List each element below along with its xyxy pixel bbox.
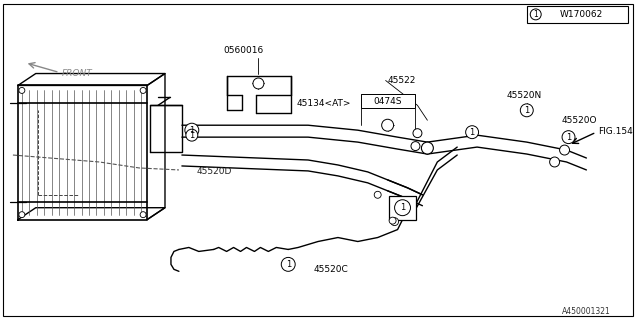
- Text: 0560016: 0560016: [223, 46, 264, 55]
- Circle shape: [550, 157, 559, 167]
- Circle shape: [531, 9, 541, 20]
- Text: FIG.154: FIG.154: [598, 127, 633, 136]
- Text: A450001321: A450001321: [562, 307, 611, 316]
- Text: 45520N: 45520N: [507, 91, 542, 100]
- Circle shape: [413, 129, 422, 138]
- Circle shape: [520, 104, 533, 117]
- Text: 45520O: 45520O: [561, 116, 597, 125]
- Circle shape: [381, 119, 394, 131]
- Text: 45520C: 45520C: [313, 265, 348, 274]
- Text: 45522: 45522: [388, 76, 416, 85]
- Circle shape: [466, 126, 479, 139]
- Text: 1: 1: [533, 10, 538, 19]
- Circle shape: [140, 212, 146, 218]
- Text: 45134<AT>: 45134<AT>: [296, 99, 351, 108]
- Circle shape: [390, 218, 399, 226]
- Circle shape: [281, 257, 295, 271]
- Circle shape: [374, 191, 381, 198]
- Text: 1: 1: [524, 106, 529, 115]
- Text: 0474S: 0474S: [373, 97, 402, 106]
- Circle shape: [19, 87, 25, 93]
- Circle shape: [411, 142, 420, 150]
- Text: 1: 1: [470, 128, 475, 137]
- Text: 1: 1: [189, 131, 195, 140]
- Bar: [361, 94, 415, 108]
- Bar: [388, 196, 417, 220]
- Text: W170062: W170062: [559, 10, 603, 19]
- Text: 1: 1: [285, 260, 291, 269]
- Circle shape: [186, 129, 198, 141]
- Text: 1: 1: [566, 132, 571, 142]
- Text: 1: 1: [400, 203, 405, 212]
- Circle shape: [185, 123, 199, 137]
- Circle shape: [421, 142, 433, 154]
- Text: 1: 1: [189, 126, 195, 135]
- Bar: [527, 6, 628, 23]
- Circle shape: [562, 131, 575, 144]
- Text: FRONT: FRONT: [61, 69, 92, 78]
- Text: 45520D: 45520D: [196, 167, 232, 176]
- Circle shape: [395, 200, 410, 216]
- Circle shape: [253, 78, 264, 89]
- Circle shape: [389, 217, 396, 224]
- Circle shape: [140, 87, 146, 93]
- Circle shape: [559, 145, 570, 155]
- Circle shape: [19, 212, 25, 218]
